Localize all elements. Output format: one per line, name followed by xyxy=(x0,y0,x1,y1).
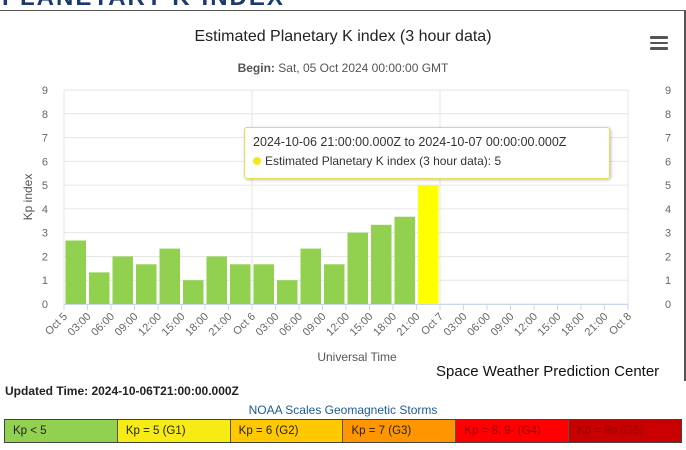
bars-layer xyxy=(65,185,439,304)
x-tick-label: 18:00 xyxy=(183,311,211,339)
x-tick-label: Oct 7 xyxy=(419,311,446,338)
kp-bar xyxy=(183,280,204,304)
kp-bar xyxy=(394,216,415,304)
banner-text: PLANETARY K-INDEX xyxy=(2,0,285,10)
kp-bar xyxy=(418,185,439,304)
kp-bar xyxy=(347,232,368,304)
noaa-scales-title[interactable]: NOAA Scales Geomagnetic Storms xyxy=(248,403,438,417)
y-tick-label-left: 2 xyxy=(42,251,48,263)
tooltip-series-name: Estimated Planetary K index (3 hour data… xyxy=(265,154,488,168)
x-tick-label: Oct 6 xyxy=(231,311,258,338)
legend-cell-g3: Kp = 7 (G3) xyxy=(343,420,457,442)
y-tick-label-left: 8 xyxy=(42,109,48,121)
y-tick-label-right: 1 xyxy=(665,275,671,287)
y-tick-label-right: 5 xyxy=(665,180,671,192)
kp-bar xyxy=(324,264,345,304)
kp-bar xyxy=(159,248,180,304)
x-axis-title: Universal Time xyxy=(317,350,397,364)
x-tick-label: 03:00 xyxy=(254,311,282,339)
y-tick-label-right: 3 xyxy=(665,228,671,240)
x-tick-label: 06:00 xyxy=(465,311,493,339)
x-tick-label: 15:00 xyxy=(160,311,188,339)
y-tick-label-right: 2 xyxy=(665,251,671,263)
x-tick-label: 09:00 xyxy=(489,311,517,339)
chart-subtitle: Begin: Sat, 05 Oct 2024 00:00:00 GMT xyxy=(0,61,686,75)
x-tick-label: 03:00 xyxy=(66,311,94,339)
y-tick-label-right: 7 xyxy=(665,133,671,145)
kp-bar xyxy=(136,264,157,304)
kp-bar xyxy=(65,240,86,304)
subtitle-label: Begin: xyxy=(237,61,275,75)
legend-cell-g2: Kp = 6 (G2) xyxy=(230,420,344,442)
chart-title: Estimated Planetary K index (3 hour data… xyxy=(194,28,492,45)
kp-bar xyxy=(371,224,392,304)
kp-bar xyxy=(206,256,227,304)
legend-cell-g1: Kp = 5 (G1) xyxy=(117,420,231,442)
y-tick-label-right: 9 xyxy=(665,85,671,97)
x-tick-label: Oct 8 xyxy=(607,311,634,338)
y-tick-label-left: 1 xyxy=(42,275,48,287)
legend-cell-g5: Kp = 9o (G5) xyxy=(569,420,681,442)
y-tick-label-right: 8 xyxy=(665,109,671,121)
chart-credit[interactable]: Space Weather Prediction Center xyxy=(436,363,660,380)
kp-bar xyxy=(112,256,133,304)
x-tick-label: 21:00 xyxy=(395,311,423,339)
x-tick-label: 06:00 xyxy=(277,311,305,339)
hamburger-menu-icon[interactable] xyxy=(650,36,668,50)
kp-bar xyxy=(277,280,298,304)
legend-cell-g4: Kp = 8, 9- (G4) xyxy=(456,420,570,442)
y-tick-label-right: 4 xyxy=(665,204,671,216)
subtitle-value: Sat, 05 Oct 2024 00:00:00 GMT xyxy=(278,61,449,75)
legend-cell-g0: Kp < 5 xyxy=(5,420,118,442)
x-tick-label: 09:00 xyxy=(113,311,141,339)
y-tick-label-left: 6 xyxy=(42,156,48,168)
y-tick-label-left: 0 xyxy=(42,299,48,311)
y-axis-title: Kp index xyxy=(21,174,35,221)
tooltip-series-dot xyxy=(253,157,261,165)
x-tick-label: 18:00 xyxy=(371,311,399,339)
tooltip-value: 5 xyxy=(494,154,502,168)
x-tick-label: 03:00 xyxy=(442,311,470,339)
x-tick-label: 15:00 xyxy=(536,311,564,339)
tooltip-series-line: Estimated Planetary K index (3 hour data… xyxy=(253,154,601,168)
x-tick-label: 15:00 xyxy=(348,311,376,339)
y-tick-label-right: 6 xyxy=(665,156,671,168)
noaa-scales-legend: Kp < 5 Kp = 5 (G1) Kp = 6 (G2) Kp = 7 (G… xyxy=(4,419,682,443)
kp-bar xyxy=(230,264,251,304)
x-tick-label: 09:00 xyxy=(301,311,329,339)
x-tick-label: 18:00 xyxy=(559,311,587,339)
y-tick-label-left: 3 xyxy=(42,228,48,240)
top-banner: PLANETARY K-INDEX xyxy=(0,0,686,10)
kp-bar xyxy=(300,248,321,304)
x-tick-label: 21:00 xyxy=(207,311,235,339)
y-tick-label-left: 9 xyxy=(42,85,48,97)
x-tick-label: 12:00 xyxy=(136,311,164,339)
chart-tooltip: 2024-10-06 21:00:00.000Z to 2024-10-07 0… xyxy=(244,127,610,179)
kp-bar xyxy=(253,264,274,304)
kp-bar xyxy=(89,272,110,304)
y-tick-label-right: 0 xyxy=(665,299,671,311)
x-tick-label: 12:00 xyxy=(324,311,352,339)
tooltip-time-range: 2024-10-06 21:00:00.000Z to 2024-10-07 0… xyxy=(253,135,567,149)
chart-panel xyxy=(0,10,686,381)
y-tick-label-left: 4 xyxy=(42,204,48,216)
updated-time: Updated Time: 2024-10-06T21:00:00.000Z xyxy=(5,384,239,398)
x-tick-label: 12:00 xyxy=(512,311,540,339)
x-tick-label: Oct 5 xyxy=(43,311,70,338)
y-tick-label-left: 7 xyxy=(42,133,48,145)
x-tick-label: 06:00 xyxy=(89,311,117,339)
y-tick-label-left: 5 xyxy=(42,180,48,192)
x-tick-label: 21:00 xyxy=(583,311,611,339)
